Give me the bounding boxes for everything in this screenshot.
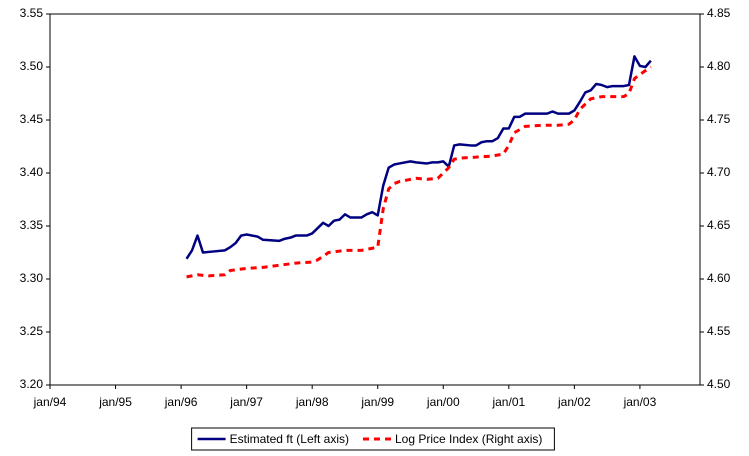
legend-label: Estimated ft (Left axis) <box>230 432 349 446</box>
x-tick-label: jan/96 <box>164 395 198 409</box>
y-tick-label: 3.45 <box>20 112 44 126</box>
series-line <box>186 65 652 279</box>
y2-tick-label: 4.55 <box>707 324 731 338</box>
y-tick-label: 3.40 <box>20 165 44 179</box>
x-tick-label: jan/95 <box>98 395 132 409</box>
y-tick-label: 3.55 <box>20 6 44 20</box>
y-tick-label: 3.50 <box>20 59 44 73</box>
y2-tick-label: 4.60 <box>707 271 731 285</box>
x-tick-label: jan/94 <box>33 395 67 409</box>
y2-tick-label: 4.80 <box>707 59 731 73</box>
y2-tick-label: 4.70 <box>707 165 731 179</box>
x-tick-label: jan/00 <box>426 395 460 409</box>
y2-tick-label: 4.50 <box>707 377 731 391</box>
y2-tick-label: 4.85 <box>707 6 731 20</box>
x-tick-label: jan/98 <box>295 395 329 409</box>
y2-tick-label: 4.65 <box>707 218 731 232</box>
legend-box <box>191 427 555 451</box>
x-tick-label: jan/99 <box>360 395 394 409</box>
x-tick-label: jan/97 <box>229 395 263 409</box>
y-tick-label: 3.30 <box>20 271 44 285</box>
y-tick-label: 3.20 <box>20 377 44 391</box>
x-tick-label: jan/02 <box>557 395 591 409</box>
x-tick-label: jan/01 <box>491 395 525 409</box>
x-tick-label: jan/03 <box>623 395 657 409</box>
y2-tick-label: 4.75 <box>707 112 731 126</box>
series-line <box>185 55 652 260</box>
legend-label: Log Price Index (Right axis) <box>395 432 542 446</box>
plot-area <box>49 13 701 386</box>
y-tick-label: 3.35 <box>20 218 44 232</box>
y-tick-label: 3.25 <box>20 324 44 338</box>
